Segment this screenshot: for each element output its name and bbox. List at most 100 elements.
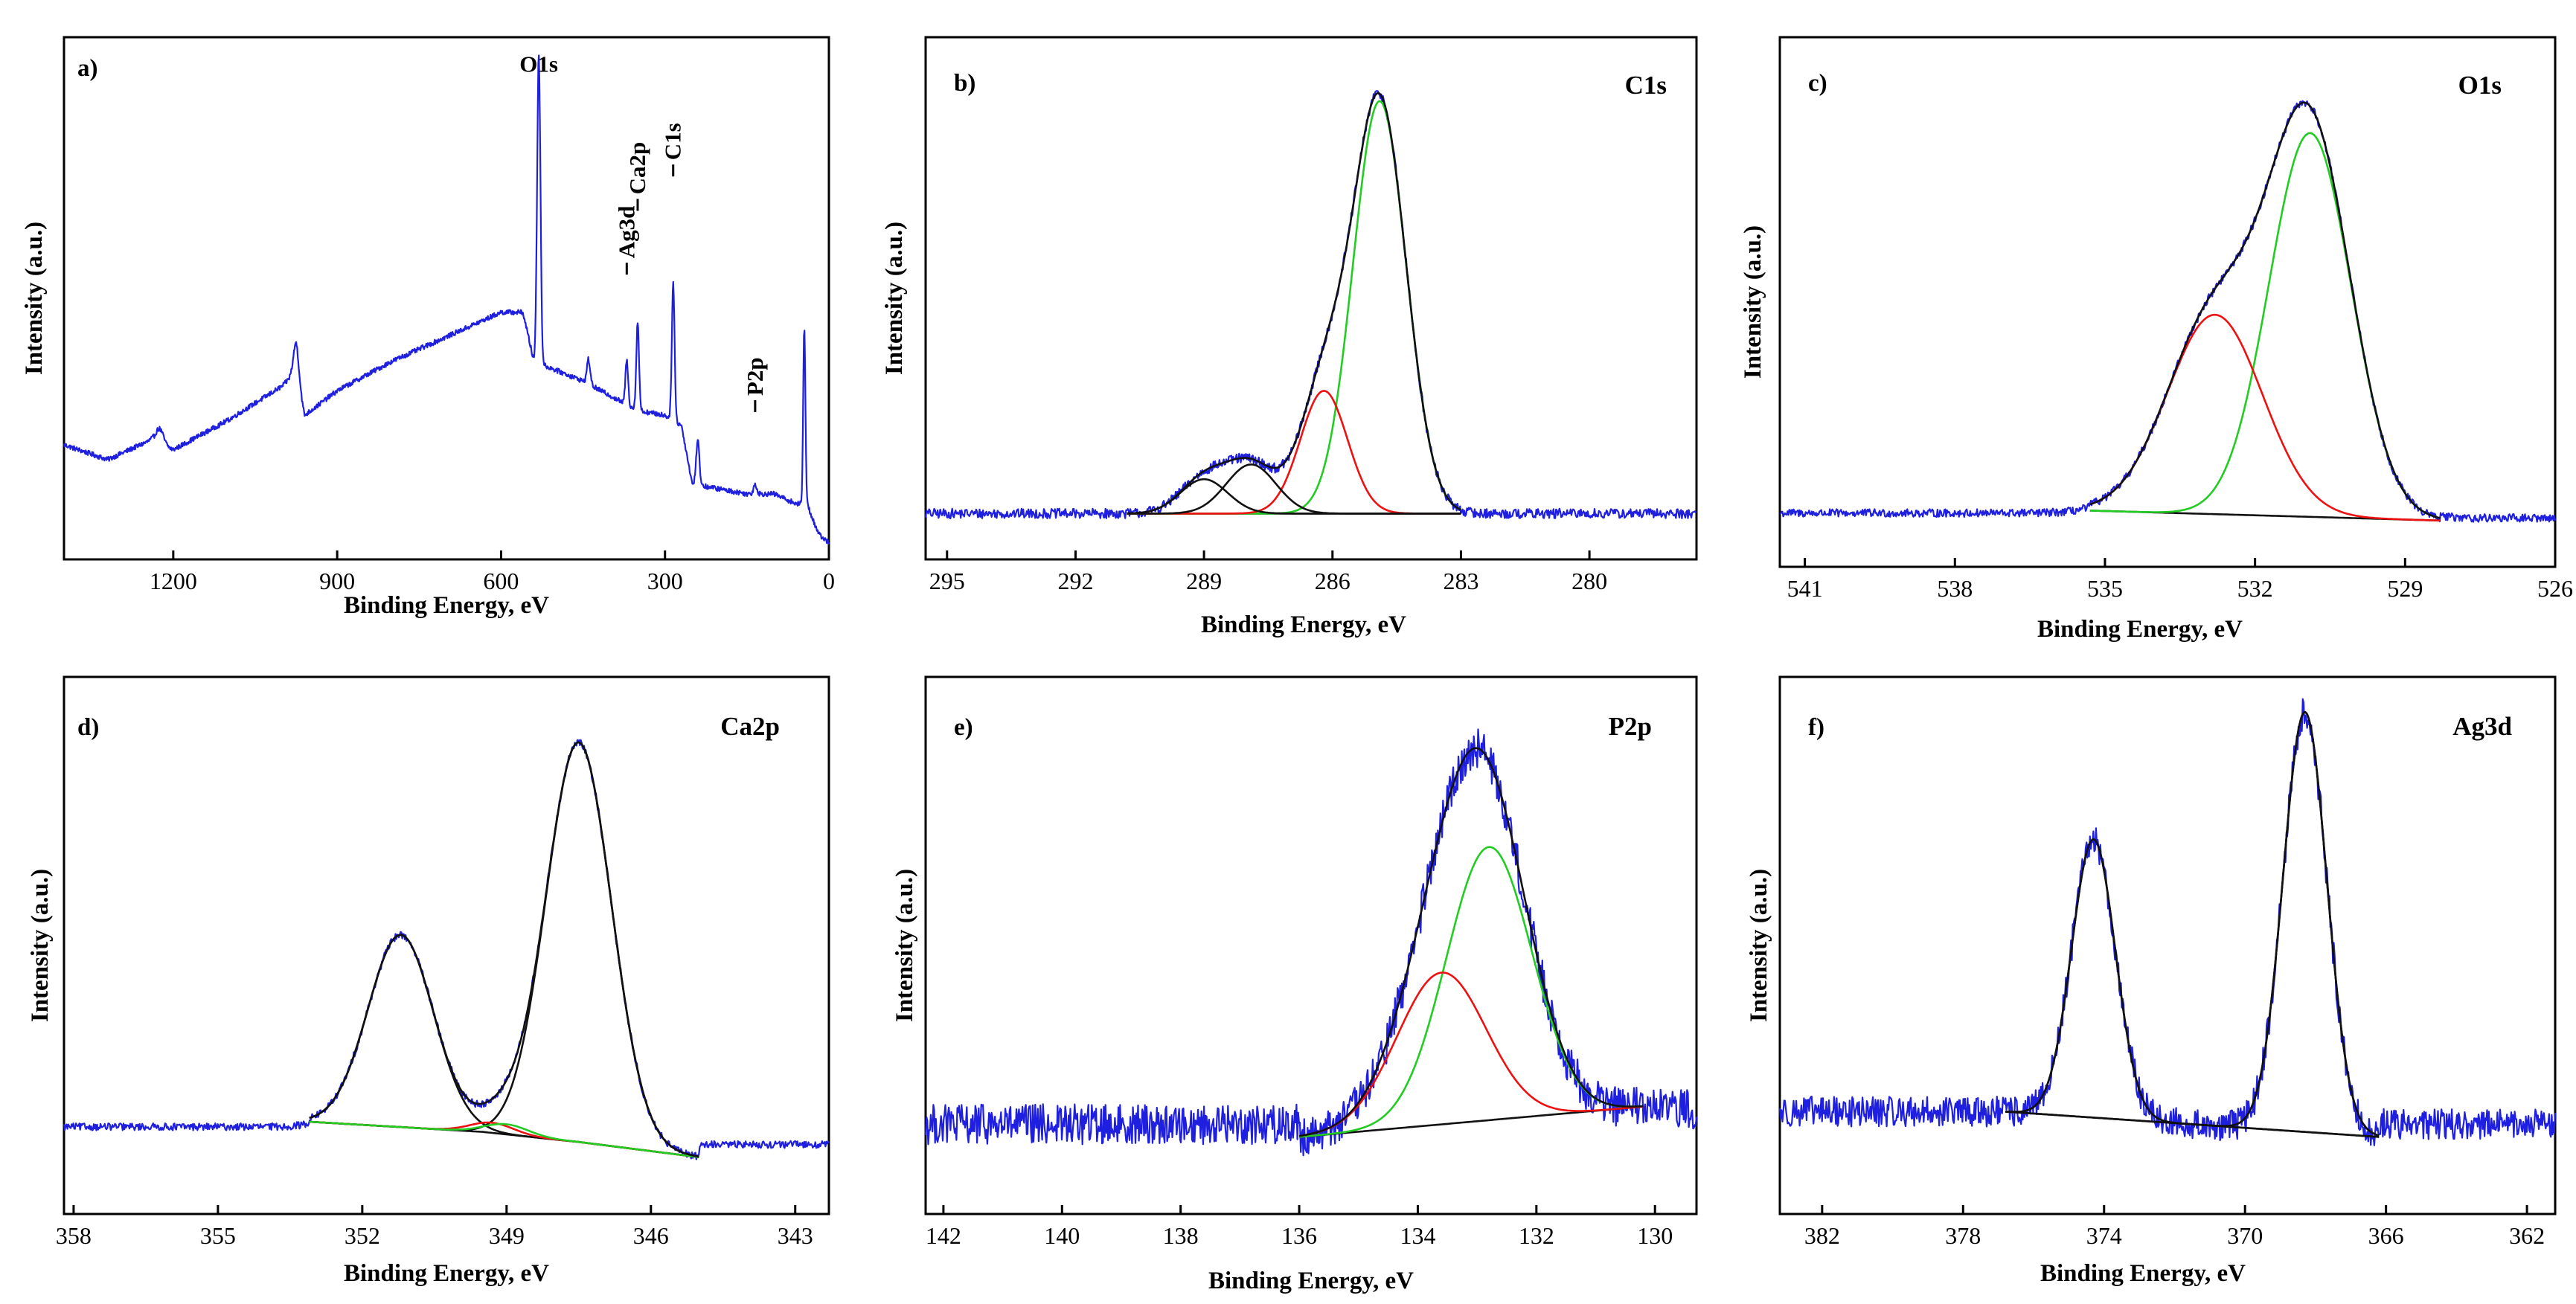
panel-e-xtick-label-2: 138	[1163, 1222, 1199, 1249]
panel-f-xtick-label-5: 362	[2509, 1222, 2545, 1249]
panel-c-title: O1s	[2458, 71, 2502, 100]
panel-e-traces	[924, 728, 1698, 1157]
panel-c-xtick-label-2: 535	[2087, 575, 2123, 602]
panel-e-letter: e)	[954, 714, 973, 741]
panel-a-xtick-label-1: 900	[319, 568, 355, 594]
panel-f-ylabel: Intensity (a.u.)	[1746, 869, 1772, 1022]
panel-b-xtick-label-4: 283	[1443, 568, 1478, 594]
panel-a-xtick-label-0: 1200	[150, 568, 197, 594]
panel-f-xtick-label-3: 370	[2227, 1222, 2263, 1249]
panel-d-xticks: 358 355 352 349 346 343	[56, 1205, 813, 1249]
panel-d: d) Ca2p Binding Energy, eV Intensity (a.…	[27, 675, 830, 1287]
panel-f-xtick-label-0: 382	[1804, 1222, 1840, 1249]
panel-a-annotation-o1s: O1s	[519, 51, 558, 77]
panel-a-letter: a)	[77, 55, 98, 82]
panel-e-raw-spectrum	[924, 728, 1698, 1157]
panel-c-letter: c)	[1808, 70, 1827, 97]
panel-d-xtick-label-2: 352	[345, 1222, 380, 1249]
panel-d-ylabel: Intensity (a.u.)	[27, 869, 54, 1022]
panel-c-xtick-label-1: 538	[1937, 575, 1973, 602]
panel-d-xtick-label-0: 358	[56, 1222, 92, 1249]
panel-e-xtick-label-6: 130	[1637, 1222, 1673, 1249]
panel-f-xlabel: Binding Energy, eV	[2040, 1260, 2246, 1287]
panel-d-xtick-label-4: 346	[633, 1222, 669, 1249]
panel-f-component-0	[2005, 711, 2380, 1137]
panel-f-frame	[1778, 675, 2557, 1215]
panel-b-xtick-label-2: 289	[1186, 568, 1222, 594]
panel-c-envelope	[2089, 101, 2441, 519]
panel-c-xtick-label-0: 541	[1787, 575, 1823, 602]
panel-b-xtick-label-3: 286	[1315, 568, 1351, 594]
panel-f-raw-spectrum	[1778, 698, 2557, 1146]
panel-a: a) Binding Energy, eV Intensity (a.u.) 1…	[21, 36, 835, 619]
panel-e-xtick-label-5: 132	[1519, 1222, 1554, 1249]
panel-b-letter: b)	[954, 70, 975, 97]
panel-e-component-1	[1298, 971, 1644, 1137]
panel-f-xtick-label-1: 378	[1945, 1222, 1981, 1249]
panel-b-envelope	[1127, 91, 1461, 515]
panel-d-raw-spectrum	[63, 739, 830, 1160]
panel-d-xtick-label-1: 355	[200, 1222, 236, 1249]
panel-b-xtick-label-0: 295	[929, 568, 965, 594]
panel-d-xtick-label-5: 343	[778, 1222, 813, 1249]
panel-d-xlabel: Binding Energy, eV	[344, 1260, 549, 1287]
panel-a-annotation-ag3d: Ag3d	[613, 206, 639, 259]
panel-b-ylabel: Intensity (a.u.)	[881, 222, 908, 375]
panel-a-traces	[63, 54, 830, 545]
panel-d-component-2	[309, 1120, 699, 1158]
panel-a-survey-spectrum	[63, 54, 830, 545]
panel-a-xticks: 1200 900 600 300 0	[150, 550, 835, 594]
panel-e: e) P2p Binding Energy, eV Intensity (a.u…	[891, 675, 1698, 1294]
panel-c-xlabel: Binding Energy, eV	[2037, 616, 2243, 643]
panel-c-ylabel: Intensity (a.u.)	[1740, 225, 1766, 379]
panel-e-xtick-label-3: 136	[1281, 1222, 1317, 1249]
panel-a-ylabel: Intensity (a.u.)	[21, 222, 48, 375]
panel-d-frame	[63, 675, 830, 1215]
panel-a-xtick-label-4: 0	[823, 568, 835, 594]
panel-e-xlabel: Binding Energy, eV	[1208, 1268, 1414, 1294]
panel-e-xtick-label-0: 142	[926, 1222, 961, 1249]
panel-c-frame	[1778, 36, 2557, 568]
panel-a-annotation-c1s: C1s	[660, 123, 686, 160]
panel-e-component-0	[1298, 846, 1644, 1138]
panel-d-letter: d)	[77, 714, 99, 741]
panel-c-raw-spectrum	[1779, 100, 2557, 523]
panel-a-xlabel: Binding Energy, eV	[344, 592, 549, 619]
panel-f-component-1	[2005, 838, 2380, 1138]
panel-a-annotation-ca2p: Ca2p	[624, 142, 650, 195]
panel-d-component-0	[309, 741, 699, 1158]
panel-f-traces	[1778, 698, 2557, 1146]
panel-d-component-3	[309, 1120, 699, 1158]
panel-a-annotation-p2p: P2p	[742, 357, 768, 396]
panel-e-xtick-label-1: 140	[1044, 1222, 1080, 1249]
panel-f-letter: f)	[1808, 714, 1824, 741]
panel-c-xtick-label-3: 532	[2237, 575, 2273, 602]
panel-c-xtick-label-4: 529	[2387, 575, 2423, 602]
panel-e-xtick-label-4: 134	[1400, 1222, 1435, 1249]
panel-a-annotations: O1s Ag3d Ca2p C1s P2p	[519, 51, 768, 412]
panel-d-background	[309, 1120, 699, 1158]
panel-c-traces	[1779, 100, 2557, 523]
panel-f-envelope	[2005, 710, 2380, 1137]
panel-d-title: Ca2p	[720, 712, 780, 741]
panel-b: b) C1s Binding Energy, eV Intensity (a.u…	[881, 36, 1698, 638]
panel-d-envelope	[309, 741, 699, 1158]
panel-c-xtick-label-5: 526	[2537, 575, 2573, 602]
panel-c-component-1	[2089, 313, 2441, 522]
panel-f-xticks: 382 378 374 370 366 362	[1804, 1205, 2545, 1249]
panel-b-xtick-label-5: 280	[1571, 568, 1607, 594]
panel-e-xticks: 142 140 138 136 134 132 130	[926, 1205, 1673, 1249]
panel-f-title: Ag3d	[2452, 712, 2512, 741]
panel-b-component-2	[1127, 463, 1461, 515]
panel-a-xtick-label-2: 600	[483, 568, 519, 594]
panel-b-raw-spectrum	[924, 90, 1697, 519]
panel-b-frame	[924, 36, 1698, 561]
panel-b-xtick-label-1: 292	[1057, 568, 1093, 594]
panel-d-traces	[63, 739, 830, 1160]
panel-b-xlabel: Binding Energy, eV	[1201, 611, 1406, 638]
panel-f: f) Ag3d Binding Energy, eV Intensity (a.…	[1746, 675, 2557, 1287]
panel-f-xtick-label-4: 366	[2368, 1222, 2404, 1249]
panel-e-frame	[924, 675, 1698, 1215]
panel-b-title: C1s	[1625, 71, 1667, 100]
panel-d-xtick-label-3: 349	[489, 1222, 525, 1249]
